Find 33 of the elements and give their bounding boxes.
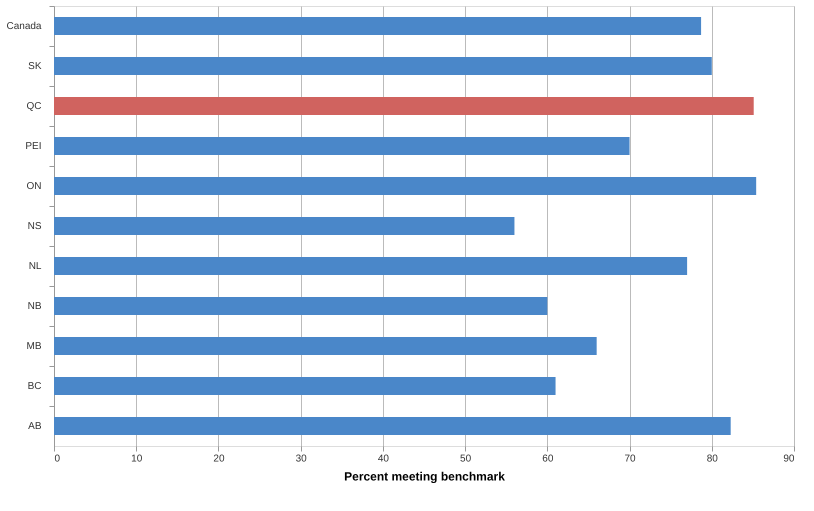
x-tick-label: 60 [542, 454, 554, 464]
y-tick-label: BC [28, 381, 42, 392]
x-tick-label: 20 [213, 454, 225, 464]
x-tick-label: 80 [706, 454, 718, 464]
y-tick-label: AB [28, 421, 42, 432]
bar [54, 177, 756, 195]
bar [54, 97, 754, 115]
x-tick-label: 50 [460, 454, 472, 464]
x-axis-title: Percent meeting benchmark [344, 470, 506, 484]
x-tick-label: 30 [296, 454, 308, 464]
y-tick-label: NS [28, 221, 42, 232]
y-tick-label: QC [26, 101, 42, 112]
x-tick-label: 70 [624, 454, 636, 464]
bar [54, 377, 556, 395]
x-tick-label: 0 [54, 454, 60, 464]
bar [54, 337, 597, 355]
y-tick-label: ON [26, 181, 42, 192]
bar [54, 297, 548, 315]
bar [54, 137, 630, 155]
y-tick-label: MB [26, 341, 42, 352]
x-tick-label: 10 [131, 454, 143, 464]
bar [54, 257, 688, 275]
bar [54, 17, 702, 35]
y-tick-label: SK [28, 61, 42, 72]
x-tick-label: 40 [378, 454, 390, 464]
y-tick-label: PEI [25, 141, 42, 152]
y-tick-label: Canada [6, 21, 42, 32]
x-tick-label: 90 [783, 454, 795, 464]
bar [54, 417, 731, 435]
bar [54, 217, 514, 235]
bar [54, 57, 712, 75]
y-tick-label: NL [28, 261, 42, 272]
y-tick-label: NB [28, 301, 42, 312]
